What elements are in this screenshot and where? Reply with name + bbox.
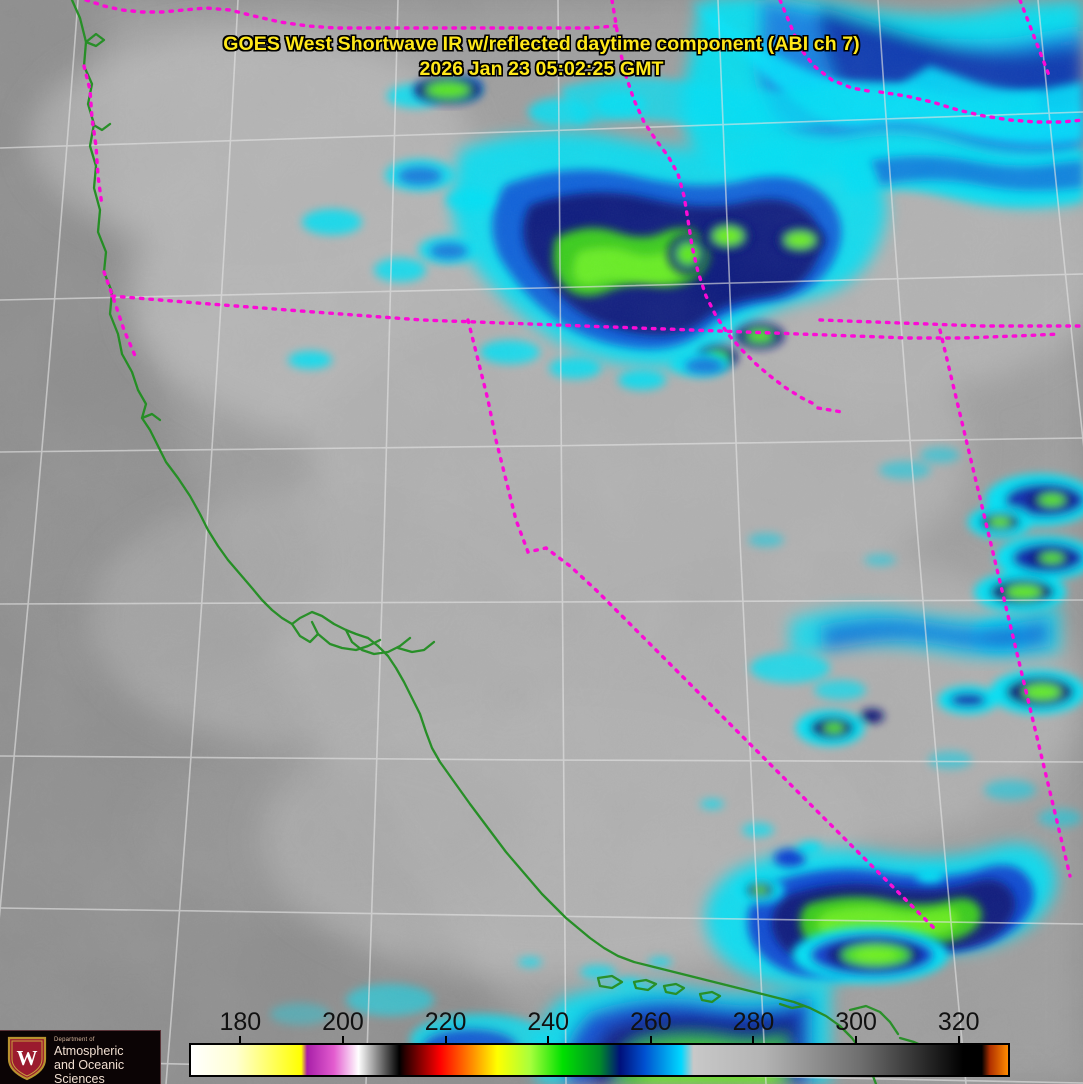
colorbar-tick-label: 260 xyxy=(629,1008,672,1036)
colorbar-tick xyxy=(547,1036,550,1044)
colorbar-tick xyxy=(239,1036,242,1044)
colorbar-tick xyxy=(855,1036,858,1044)
colorbar-tick-label: 300 xyxy=(835,1008,877,1036)
logo-dept-name-2: and Oceanic Sciences xyxy=(54,1058,125,1084)
colorbar-gradient xyxy=(189,1043,1010,1077)
uw-crest-icon: W xyxy=(7,1036,47,1081)
colorbar-tick-label: 280 xyxy=(732,1008,775,1036)
colorbar-tick-label: 240 xyxy=(527,1008,570,1036)
colorbar-tick-label: 220 xyxy=(424,1008,467,1036)
colorbar-tick xyxy=(957,1036,960,1044)
colorbar-tick xyxy=(444,1036,447,1044)
logo-dept-label: Department of xyxy=(54,1037,95,1043)
colorbar-tick-label: 180 xyxy=(219,1008,262,1036)
colorbar xyxy=(189,1043,1010,1077)
colorbar-tick xyxy=(649,1036,652,1044)
colorbar-tick xyxy=(341,1036,344,1044)
logo-text: Department of Atmospheric and Oceanic Sc… xyxy=(54,1036,158,1084)
colorbar-tick-label: 320 xyxy=(937,1008,980,1036)
uw-aos-logo: W Department of Atmospheric and Oceanic … xyxy=(0,1030,161,1084)
colorbar-tick-marks xyxy=(189,1036,1010,1044)
colorbar-tick-labels: 180 200 220 240 260 280 300 320 xyxy=(0,1008,1083,1036)
svg-text:W: W xyxy=(17,1046,38,1070)
colorbar-tick-label: 200 xyxy=(322,1008,364,1036)
logo-dept-name-1: Atmospheric xyxy=(54,1044,124,1058)
colorbar-tick xyxy=(752,1036,755,1044)
